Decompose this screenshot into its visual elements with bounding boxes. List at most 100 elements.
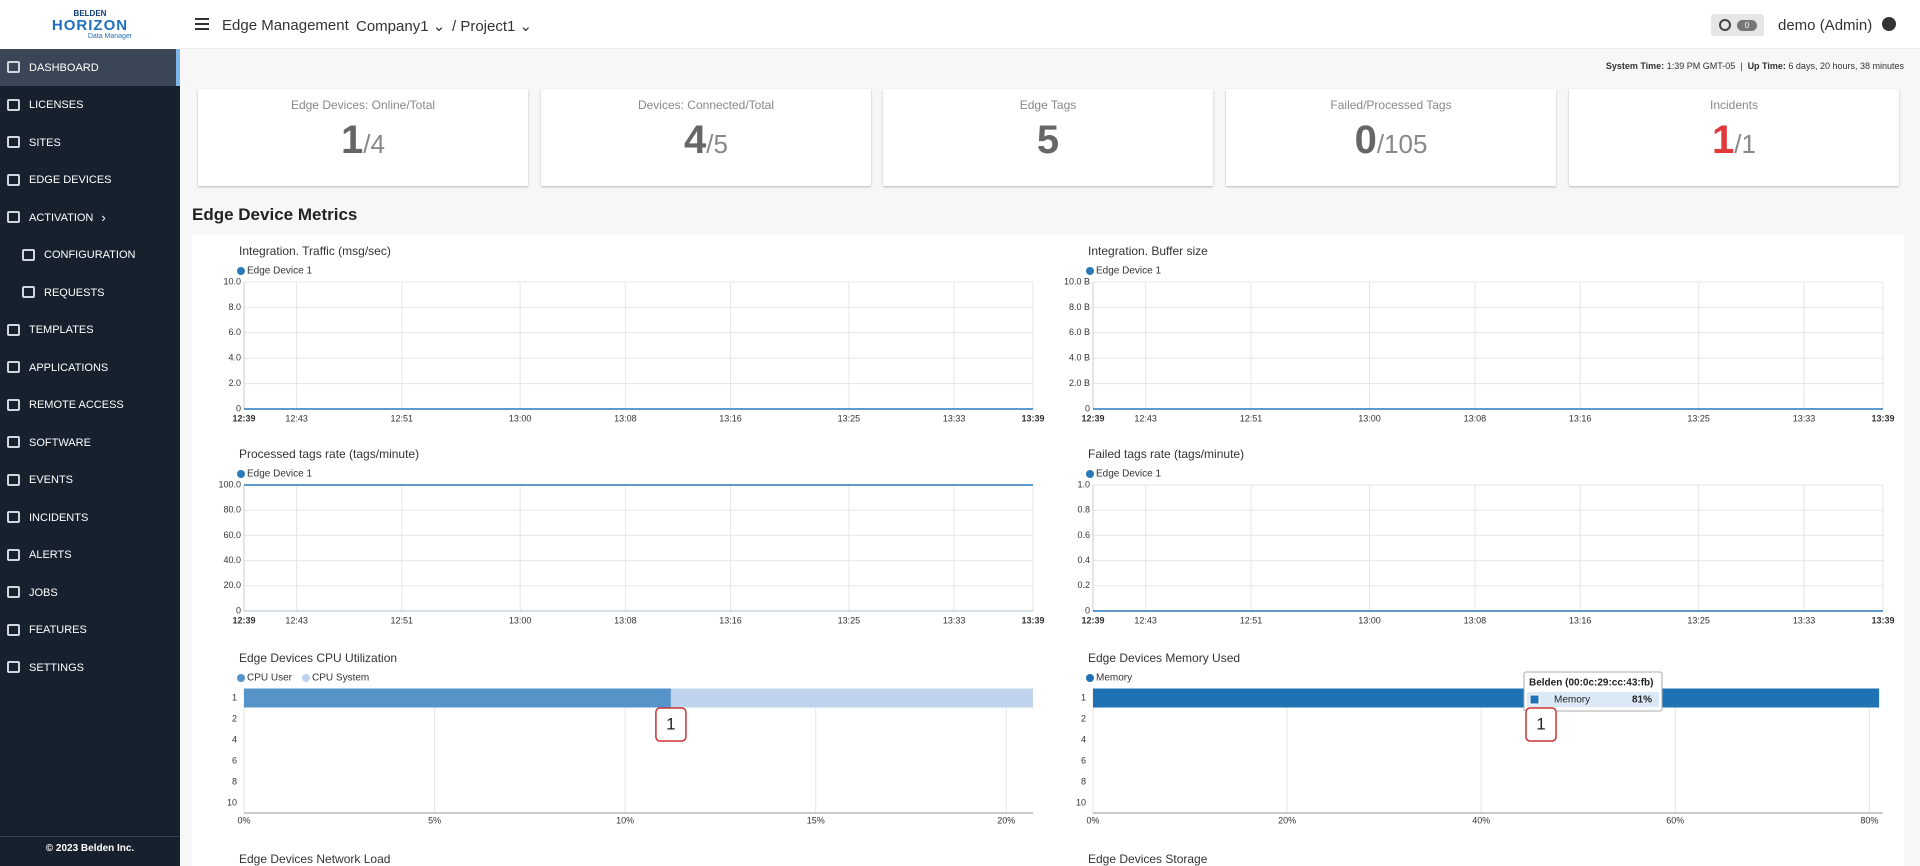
menu-icon: [7, 211, 20, 223]
menu-item[interactable]: INCIDENTS: [0, 499, 180, 536]
y-tick-label: 10.0: [223, 276, 241, 286]
y-tick-label: 6: [1081, 755, 1086, 765]
menu-toggle[interactable]: [195, 18, 209, 30]
x-tick-label: 13:33: [1793, 615, 1816, 625]
legend-label: Edge Device 1: [247, 469, 312, 480]
x-tick-label: 13:08: [1464, 413, 1487, 423]
annotation: 1: [666, 714, 675, 733]
x-tick-label: 13:25: [838, 413, 861, 423]
toggle-count: 0: [1737, 20, 1757, 31]
x-tick-label: 13:16: [1569, 413, 1592, 423]
menu-icon: [7, 511, 20, 523]
metrics-panel: [192, 235, 1904, 866]
user-icon[interactable]: [1882, 17, 1896, 31]
incident-toggle[interactable]: 0: [1711, 14, 1764, 36]
x-tick-label: 10%: [616, 815, 634, 825]
kpi-label: Failed/Processed Tags: [1330, 98, 1452, 112]
legend-swatch: [237, 470, 245, 478]
menu-icon: [7, 548, 20, 561]
kpi-value: 1: [341, 118, 364, 162]
menu-item[interactable]: TEMPLATES: [0, 312, 180, 349]
x-tick-label: 12:39: [1081, 615, 1104, 625]
menu-item[interactable]: REMOTE ACCESS: [0, 387, 180, 424]
system-time-label: System Time:: [1605, 61, 1665, 71]
menu-label: LICENSES: [29, 99, 84, 111]
menu-item[interactable]: APPLICATIONS: [0, 349, 180, 386]
project-select[interactable]: / Project1 ⌄: [452, 18, 533, 35]
company-select[interactable]: Company1 ⌄: [356, 18, 446, 35]
x-tick-label: 0%: [1086, 815, 1099, 825]
y-tick-label: 10: [1076, 797, 1086, 807]
x-tick-label: 12:51: [391, 413, 414, 423]
menu-icon: [7, 361, 20, 373]
menu-item[interactable]: SOFTWARE: [0, 424, 180, 461]
menu-icon: [7, 136, 20, 148]
menu-label: APPLICATIONS: [29, 361, 109, 374]
chart-title: Edge Devices Network Load: [239, 852, 390, 866]
menu-item[interactable]: EVENTS: [0, 462, 180, 499]
x-tick-label: 12:43: [1134, 413, 1157, 423]
menu-item[interactable]: FEATURES: [0, 612, 180, 649]
x-tick-label: 13:00: [509, 413, 532, 423]
value-label: 81%: [1632, 695, 1652, 706]
x-tick-label: 0%: [237, 815, 250, 825]
x-tick-label: 13:00: [509, 615, 532, 625]
menu-icon: [7, 323, 20, 336]
logo-brand: BELDEN: [73, 9, 107, 18]
menu-label: SITES: [29, 136, 61, 149]
menu-icon: [7, 98, 20, 111]
menu-item[interactable]: CONFIGURATION: [0, 237, 180, 274]
y-tick-label: 80.0: [223, 505, 241, 515]
annotation-box: [655, 707, 687, 742]
x-tick-label: 13:08: [614, 413, 637, 423]
menu-label: ACTIVATION: [29, 211, 94, 224]
legend-swatch: [1086, 470, 1094, 478]
x-tick-label: 13:39: [1871, 413, 1894, 423]
chart-title: Integration. Buffer size: [1088, 244, 1208, 258]
x-tick-label: 60%: [1666, 815, 1684, 825]
bar: [670, 688, 1033, 708]
y-tick-label: 2.0: [228, 378, 241, 388]
tooltip-title: Belden (00:0c:29:cc:43:fb): [1529, 678, 1653, 689]
y-tick-label: 4.0 B: [1069, 353, 1090, 363]
x-tick-label: 20%: [997, 815, 1015, 825]
y-tick-label: 8: [1081, 776, 1086, 786]
x-tick-label: 12:43: [1134, 615, 1157, 625]
x-tick-label: 13:33: [943, 413, 966, 423]
sidebar: BELDEN HORIZON Data Manager DASHBOARD LIC…: [0, 0, 180, 866]
top-bar: Edge Management Company1 ⌄ / Project1 ⌄ …: [180, 0, 1920, 49]
menu-item[interactable]: JOBS: [0, 574, 180, 611]
user-name[interactable]: demo (Admin): [1778, 17, 1873, 34]
x-tick-label: 13:16: [719, 615, 742, 625]
menu-item[interactable]: REQUESTS: [0, 274, 180, 311]
annotation-box: [1525, 707, 1557, 742]
legend-label: CPU System: [312, 673, 369, 684]
kpi-value: 1: [1712, 118, 1735, 162]
menu-item[interactable]: SETTINGS: [0, 649, 180, 686]
x-tick-label: 13:39: [1871, 615, 1894, 625]
y-tick-label: 6.0 B: [1069, 327, 1090, 337]
legend-swatch: [1086, 267, 1094, 275]
kpi-value-row: 1/4: [198, 118, 528, 163]
menu-item[interactable]: SITES: [0, 124, 180, 161]
menu-icon: [22, 248, 35, 261]
x-tick-label: 12:39: [232, 615, 255, 625]
kpi-value-row: 4/5: [541, 118, 871, 163]
menu-item[interactable]: DASHBOARD: [0, 49, 180, 86]
x-tick-label: 40%: [1472, 815, 1490, 825]
legend-swatch: [237, 674, 245, 682]
menu-item[interactable]: ALERTS: [0, 537, 180, 574]
legend-label: Edge Device 1: [1096, 469, 1161, 480]
menu-item[interactable]: LICENSES: [0, 87, 180, 124]
kpi-label: Devices: Connected/Total: [637, 98, 775, 112]
y-tick-label: 1: [1081, 692, 1086, 702]
x-tick-label: 13:25: [838, 615, 861, 625]
y-tick-label: 10: [227, 797, 237, 807]
y-tick-label: 6: [232, 755, 237, 765]
menu-item[interactable]: EDGE DEVICES: [0, 162, 180, 199]
section-title: Edge Device Metrics: [192, 205, 358, 224]
copyright: © 2023 Belden Inc.: [0, 836, 180, 854]
menu-label: SOFTWARE: [29, 436, 91, 449]
menu-item[interactable]: ACTIVATION ›: [0, 199, 180, 236]
status-line: System Time: 1:39 PM GMT-05 | Up Time: 6…: [1605, 61, 1904, 71]
